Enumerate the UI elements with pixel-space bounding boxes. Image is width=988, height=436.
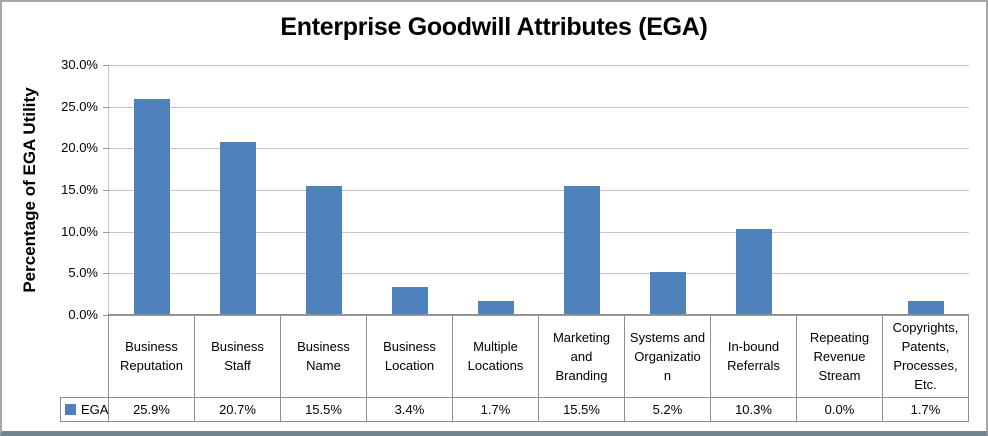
y-axis-tick-label: 15.0%	[61, 182, 98, 197]
value-cell: 20.7%	[194, 397, 281, 422]
bar	[392, 287, 428, 315]
category-cell: Business Location	[366, 314, 453, 398]
value-row: EGA 25.9% 20.7% 15.5% 3.4% 1.7% 15.5% 5.2% 10.3…	[60, 397, 969, 422]
legend-label: EGA	[81, 402, 109, 417]
y-axis-tick-mark	[103, 232, 109, 233]
value-cell: 10.3%	[710, 397, 797, 422]
plot-area	[103, 65, 969, 316]
gridline	[109, 273, 969, 274]
category-cell: Systems and Organizatio n	[624, 314, 711, 398]
data-table: Business Reputation Business Staff Busines…	[60, 314, 969, 422]
legend-entry: EGA	[62, 402, 109, 417]
value-cell: 25.9%	[108, 397, 195, 422]
y-axis-tick-label: 0.0%	[68, 307, 98, 322]
category-row: Business Reputation Business Staff Busines…	[61, 314, 969, 398]
y-axis-tick-label: 20.0%	[61, 140, 98, 155]
gridline	[109, 65, 969, 66]
value-cell: 15.5%	[538, 397, 625, 422]
bar	[564, 186, 600, 315]
value-cell: 5.2%	[624, 397, 711, 422]
gridline	[109, 148, 969, 149]
category-cell: Repeating Revenue Stream	[796, 314, 883, 398]
category-cell: Copyrights, Patents, Processes, Etc.	[882, 314, 969, 398]
value-cell: 3.4%	[366, 397, 453, 422]
gridline	[109, 190, 969, 191]
y-axis-tick-mark	[103, 148, 109, 149]
bar	[134, 99, 170, 315]
category-cell: Business Reputation	[108, 314, 195, 398]
y-axis-tick-label: 25.0%	[61, 99, 98, 114]
y-axis-tick-mark	[103, 65, 109, 66]
y-axis-tick-label: 10.0%	[61, 224, 98, 239]
value-cell: 1.7%	[452, 397, 539, 422]
bar	[650, 272, 686, 315]
category-cell: Marketing and Branding	[538, 314, 625, 398]
bar	[306, 186, 342, 315]
y-axis-tick-label: 30.0%	[61, 57, 98, 72]
y-axis-tick-mark	[103, 190, 109, 191]
legend-spacer-cell	[61, 315, 109, 398]
gridline	[109, 232, 969, 233]
bar	[478, 301, 514, 315]
value-cell: 15.5%	[280, 397, 367, 422]
category-cell: Multiple Locations	[452, 314, 539, 398]
y-axis-tick-labels: 30.0% 25.0% 20.0% 15.0% 10.0% 5.0% 0.0%	[2, 57, 104, 322]
chart-title: Enterprise Goodwill Attributes (EGA)	[280, 13, 708, 41]
bar	[908, 301, 944, 315]
gridline	[109, 107, 969, 108]
bar	[220, 142, 256, 315]
category-cell: Business Name	[280, 314, 367, 398]
category-cell: In-bound Referrals	[710, 314, 797, 398]
y-axis-tick-mark	[103, 273, 109, 274]
legend-cell: EGA	[60, 397, 109, 422]
value-cell: 0.0%	[796, 397, 883, 422]
value-cell: 1.7%	[882, 397, 969, 422]
y-axis-tick-label: 5.0%	[68, 265, 98, 280]
category-cell: Business Staff	[194, 314, 281, 398]
y-axis-tick-mark	[103, 315, 109, 316]
legend-color-swatch-icon	[65, 404, 76, 415]
y-axis-tick-mark	[103, 107, 109, 108]
bar	[736, 229, 772, 315]
